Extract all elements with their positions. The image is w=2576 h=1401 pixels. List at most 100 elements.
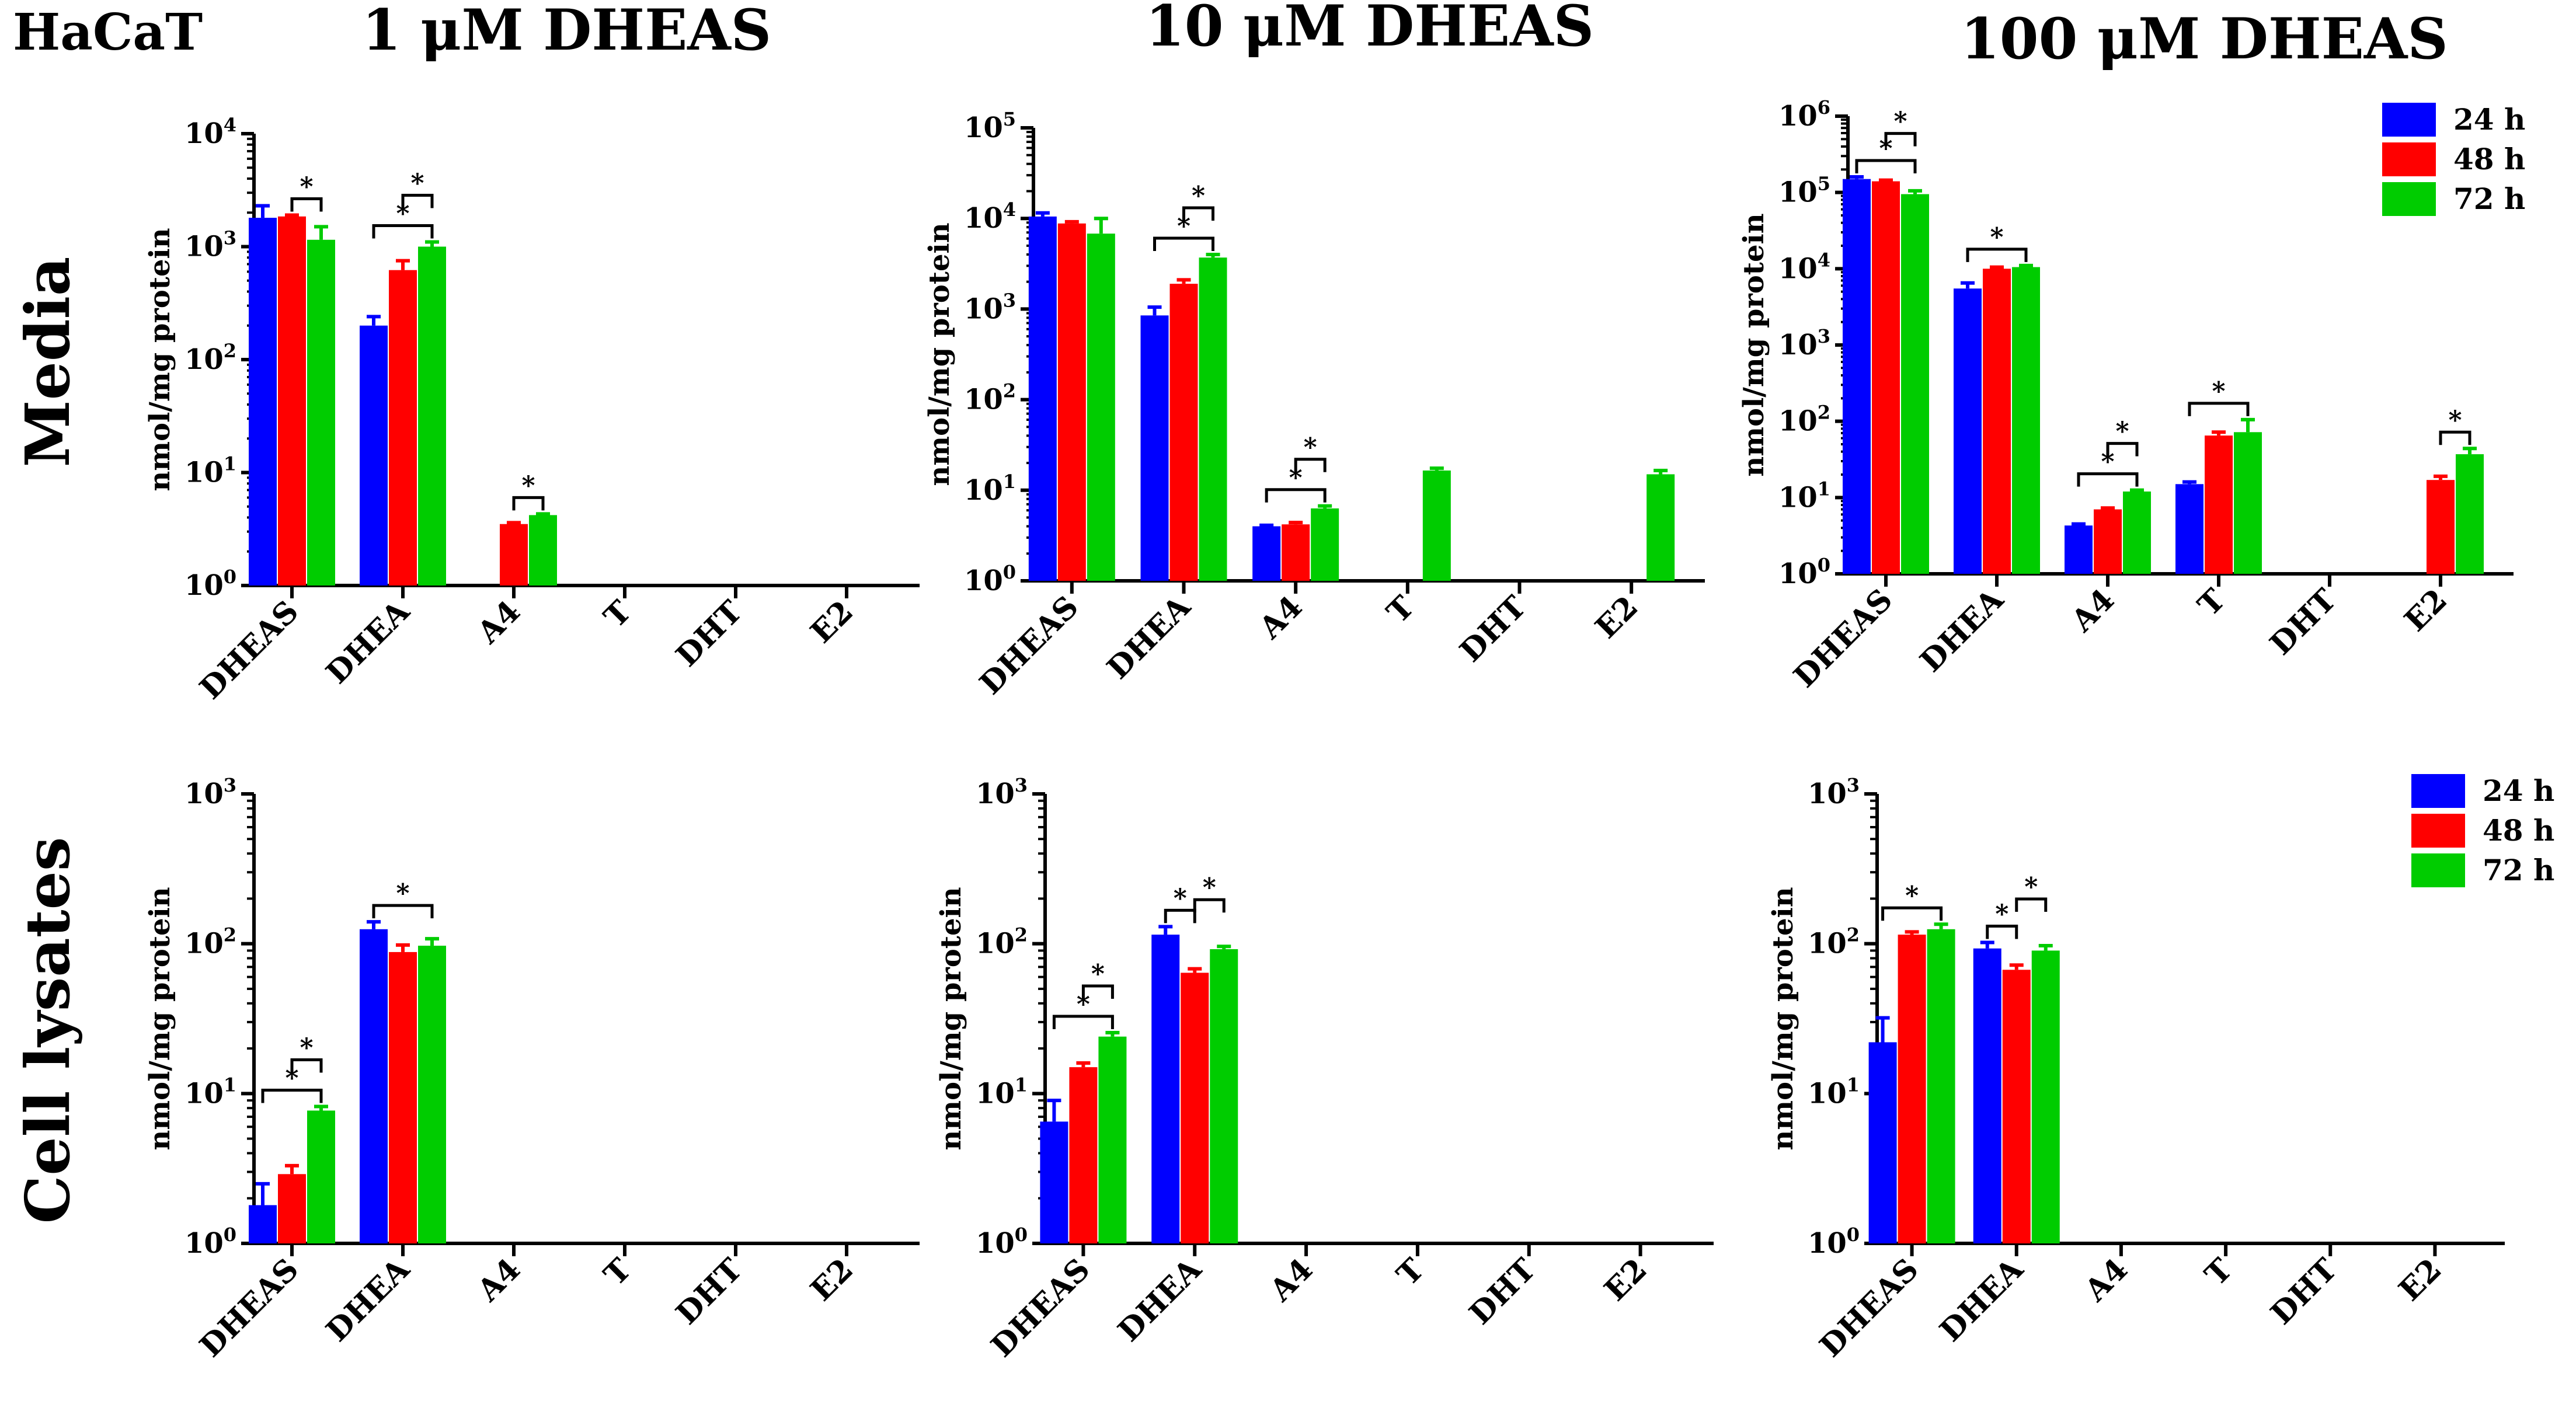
x-tick-label: E2 [1597, 1252, 1654, 1308]
significance-bracket [290, 197, 323, 212]
bar-48h-dhea [389, 952, 417, 1243]
x-tick-label: E2 [1589, 589, 1645, 646]
y-tick-label: 104 [964, 198, 1016, 235]
y-tick-label: 106 [1778, 96, 1830, 133]
significance-star: * [396, 198, 409, 228]
bar-72h-t [2234, 432, 2262, 574]
bar-24h-dheas [1843, 179, 1871, 574]
y-tick-label: 100 [976, 1224, 1028, 1260]
significance-bracket [2077, 472, 2139, 487]
significance-star: * [285, 1063, 298, 1093]
significance-star: * [1177, 211, 1190, 241]
x-tick-label: A4 [2077, 1252, 2135, 1309]
significance-bracket [1884, 132, 1917, 147]
y-tick-exponent: 1 [1003, 471, 1016, 493]
y-tick-exponent: 3 [1003, 289, 1016, 311]
bar-72h-dheas [1927, 929, 1955, 1243]
y-tick-label: 103 [976, 774, 1028, 810]
significance-star: * [2024, 872, 2038, 902]
bar-48h-a4 [500, 524, 528, 586]
legend-swatch [2411, 853, 2465, 887]
x-tick-label: DHEAS [193, 594, 305, 706]
y-tick-exponent: 0 [1003, 561, 1016, 583]
bar-24h-dhea [1954, 288, 1982, 574]
y-tick-label: 104 [185, 114, 236, 150]
significance-bracket [1164, 908, 1196, 923]
y-tick-exponent: 1 [1847, 1074, 1860, 1096]
y-tick-exponent: 1 [1818, 478, 1830, 500]
row-title-cell-lysates: Cell lysates [12, 837, 83, 1224]
bar-72h-dhea [2031, 950, 2060, 1243]
bar-48h-dheas [278, 216, 306, 586]
bar-48h-dhea [1169, 284, 1198, 581]
y-tick-label: 103 [1808, 774, 1860, 810]
y-tick-label: 100 [185, 566, 236, 602]
x-tick-label: E2 [803, 1252, 860, 1308]
y-tick-exponent: 6 [1818, 96, 1830, 119]
significance-star: * [1077, 989, 1090, 1019]
significance-bracket [401, 193, 434, 208]
bar-24h-dhea [1151, 935, 1180, 1243]
bar-72h-t [1422, 471, 1451, 581]
significance-star: * [1174, 883, 1187, 913]
y-tick-label: 101 [964, 471, 1016, 507]
y-tick-label: 103 [185, 774, 236, 810]
significance-bracket [1153, 236, 1214, 251]
x-tick-label: DHEA [1933, 1252, 2031, 1349]
x-tick-label: T [597, 594, 639, 635]
x-tick-label: A4 [2064, 582, 2121, 639]
y-tick-label: 101 [185, 453, 236, 489]
legend-label: 72 h [2483, 853, 2554, 887]
x-tick-label: A4 [470, 1252, 527, 1309]
significance-star: * [1905, 881, 1919, 911]
x-tick-label: DHEA [1100, 589, 1198, 686]
x-tick-label: T [2198, 1252, 2240, 1293]
x-tick-label: DHT [669, 594, 749, 674]
significance-star: * [1203, 873, 1216, 902]
significance-star: * [1893, 107, 1907, 137]
bar-72h-dheas [307, 239, 335, 586]
bar-48h-dhea [389, 270, 417, 586]
x-tick-label: T [2191, 582, 2233, 623]
y-tick-label: 103 [185, 227, 236, 263]
bar-24h-a4 [1252, 526, 1281, 581]
bar-72h-dhea [1210, 949, 1238, 1243]
x-tick-label: DHT [669, 1252, 749, 1332]
x-tick-label: DHEA [319, 1252, 417, 1349]
significance-bracket [290, 1058, 323, 1073]
legend-swatch [2411, 774, 2465, 808]
bar-24h-dheas [249, 1205, 277, 1243]
significance-bracket [1052, 1015, 1114, 1029]
bar-24h-dheas [1040, 1121, 1068, 1243]
legend-label: 48 h [2483, 813, 2554, 848]
y-axis-label: nmol/mg protein [1767, 887, 1799, 1150]
bar-72h-a4 [529, 515, 557, 586]
y-tick-exponent: 2 [1847, 924, 1860, 946]
y-tick-label: 105 [1778, 173, 1830, 209]
legend-label: 24 h [2483, 773, 2554, 808]
y-axis-label: nmol/mg protein [1738, 213, 1770, 476]
bar-24h-t [2175, 484, 2203, 574]
significance-bracket [2106, 442, 2139, 456]
bar-72h-dheas [307, 1110, 335, 1243]
y-axis-label: nmol/mg protein [144, 228, 176, 491]
bar-72h-e2 [2456, 454, 2484, 574]
significance-bracket [372, 904, 434, 919]
bar-48h-dheas [278, 1174, 306, 1243]
y-tick-label: 103 [1778, 325, 1830, 361]
significance-star: * [2101, 447, 2114, 477]
significance-bracket [261, 1088, 323, 1103]
x-tick-label: DHT [1463, 1252, 1543, 1332]
x-tick-label: DHEA [1111, 1252, 1209, 1349]
column-title-3: 100 μM DHEAS [1961, 6, 2448, 72]
y-tick-exponent: 0 [224, 1224, 236, 1246]
significance-star: * [521, 471, 535, 500]
x-tick-label: DHEA [319, 594, 417, 691]
x-tick-label: DHT [2263, 582, 2343, 662]
